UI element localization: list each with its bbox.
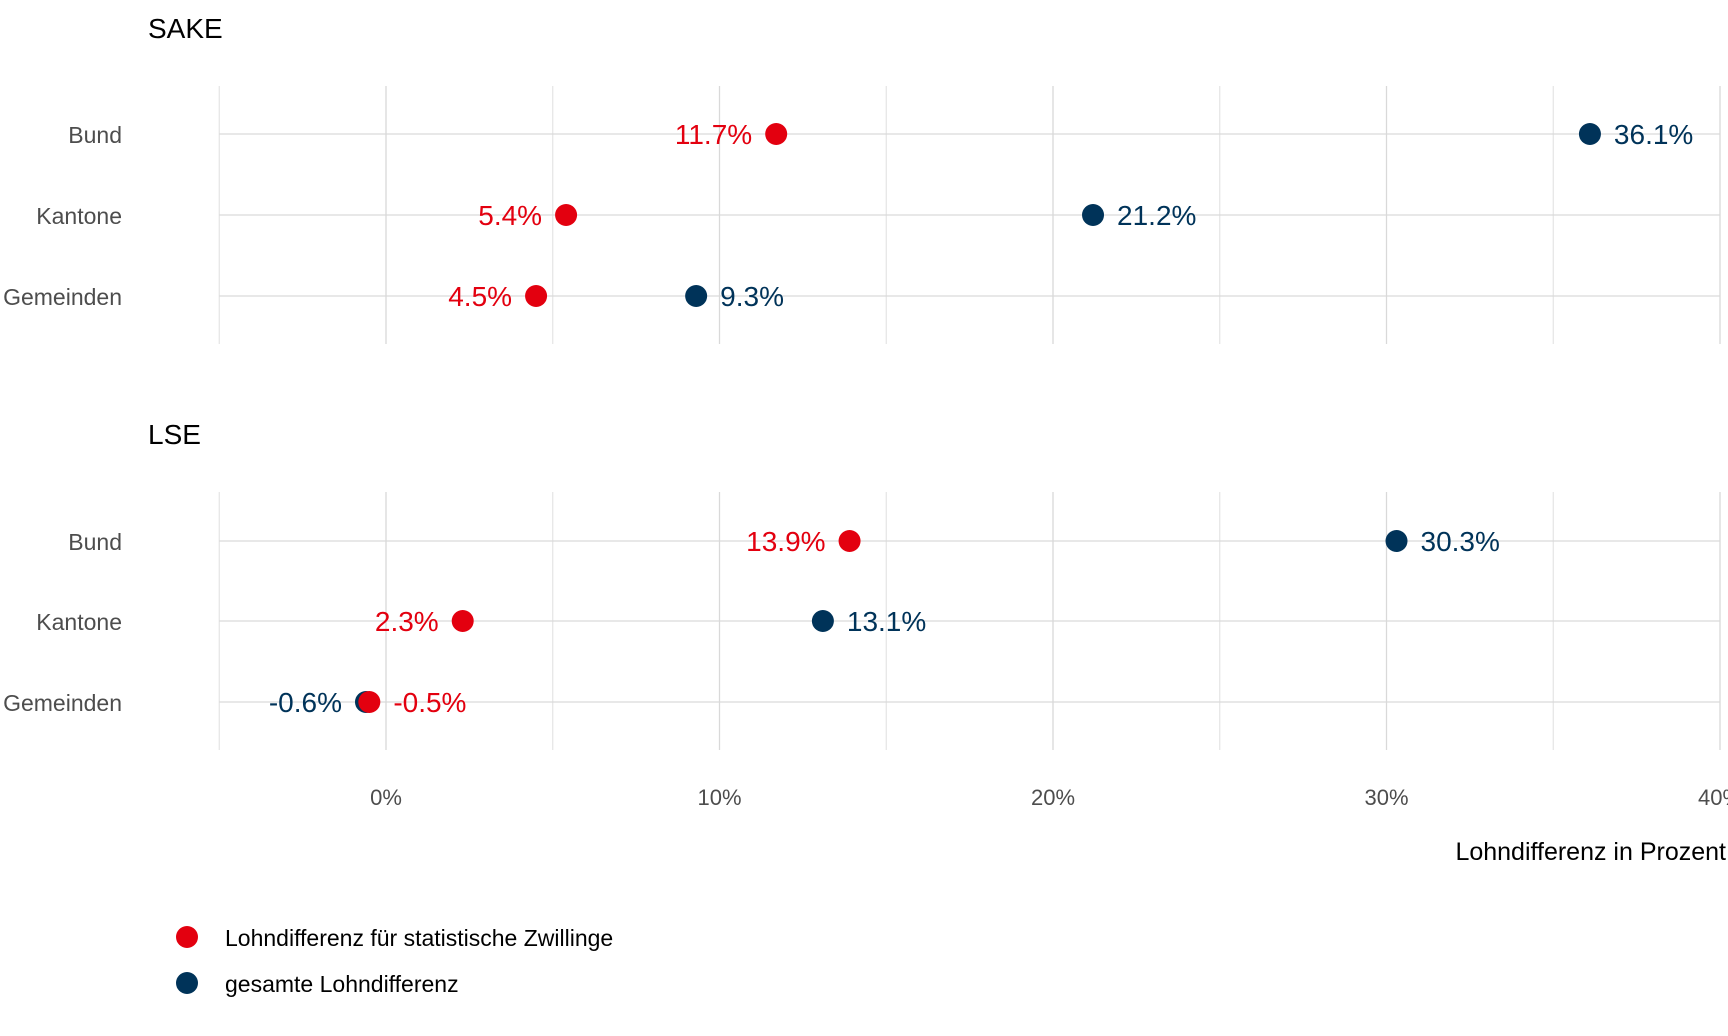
- legend: Lohndifferenz für statistische Zwillinge…: [176, 925, 613, 997]
- x-tick-label: 10%: [697, 785, 741, 810]
- data-label-total: 13.1%: [847, 606, 926, 637]
- panel-lse: Bund Kantone Gemeinden LSE 13.9% 30.3% 2.3% 13.…: [3, 419, 1721, 750]
- data-label-twins: 4.5%: [448, 281, 512, 312]
- point-total: [1385, 530, 1408, 552]
- data-label-total: -0.6%: [269, 687, 342, 718]
- point-twins: [838, 530, 861, 552]
- point-twins: [765, 123, 788, 145]
- legend-label-twins: Lohndifferenz für statistische Zwillinge: [225, 925, 613, 951]
- data-label-twins: 13.9%: [746, 526, 825, 557]
- category-label: Bund: [68, 122, 122, 148]
- data-label-total: 9.3%: [720, 281, 784, 312]
- point-total: [811, 610, 834, 632]
- panel-title: SAKE: [148, 13, 223, 44]
- category-label: Kantone: [36, 609, 122, 635]
- panel-sake: Bund Kantone Gemeinden SAKE 11.7% 36.1% 5.4% 21…: [3, 13, 1721, 344]
- x-tick-label: 0%: [370, 785, 402, 810]
- data-label-total: 36.1%: [1614, 119, 1693, 150]
- x-tick-label: 30%: [1364, 785, 1408, 810]
- panel-title: LSE: [148, 419, 201, 450]
- x-axis-title: Lohndifferenz in Prozent: [1455, 838, 1726, 866]
- data-label-twins: -0.5%: [393, 687, 466, 718]
- point-total: [1082, 204, 1105, 226]
- point-twins: [555, 204, 578, 226]
- point-twins: [451, 610, 474, 632]
- point-total: [685, 285, 708, 307]
- data-label-total: 21.2%: [1117, 200, 1196, 231]
- point-total: [1578, 123, 1601, 145]
- legend-marker-total: [176, 972, 198, 994]
- data-label-twins: 2.3%: [375, 606, 439, 637]
- category-label: Gemeinden: [3, 284, 122, 310]
- legend-label-total: gesamte Lohndifferenz: [225, 971, 459, 997]
- x-tick-label: 40%: [1698, 785, 1728, 810]
- category-label: Kantone: [36, 203, 122, 229]
- legend-marker-twins: [176, 926, 198, 948]
- category-label: Gemeinden: [3, 690, 122, 716]
- data-label-twins: 5.4%: [478, 200, 542, 231]
- x-tick-label: 20%: [1031, 785, 1075, 810]
- point-twins: [525, 285, 548, 307]
- data-label-twins: 11.7%: [675, 119, 752, 150]
- data-label-total: 30.3%: [1421, 526, 1500, 557]
- category-label: Bund: [68, 529, 122, 555]
- point-twins: [358, 691, 381, 713]
